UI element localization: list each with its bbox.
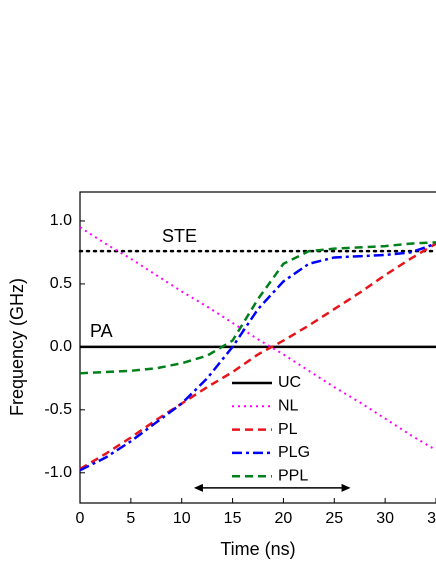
- y-tick-label: 0.5: [50, 275, 72, 292]
- x-tick-label: 5: [126, 510, 135, 527]
- y-axis-label: Frequency (GHz): [7, 278, 27, 416]
- y-tick-label: 1.0: [50, 212, 72, 229]
- legend-label: PPL: [278, 467, 308, 484]
- x-axis-label: Time (ns): [220, 539, 295, 559]
- series-line: [79, 226, 436, 451]
- x-tick-label: 25: [325, 510, 343, 527]
- x-tick-label: 30: [376, 510, 394, 527]
- series-line: [79, 242, 436, 471]
- y-tick-label: -1.0: [44, 464, 72, 481]
- series-line: [79, 241, 436, 375]
- y-tick-label: -0.5: [44, 401, 72, 418]
- x-tick-label: 20: [275, 510, 293, 527]
- x-tick-label: 35: [427, 510, 436, 527]
- legend-label: NL: [278, 398, 299, 415]
- annotation: STE: [162, 226, 197, 246]
- annotation: PA: [90, 321, 113, 341]
- series-line: [79, 242, 436, 472]
- x-tick-label: 0: [76, 510, 85, 527]
- legend-label: PLG: [278, 444, 310, 461]
- legend-label: PL: [278, 421, 298, 438]
- y-tick-label: 0.0: [50, 338, 72, 355]
- legend-label: UC: [278, 374, 301, 391]
- x-tick-label: 10: [173, 510, 191, 527]
- x-tick-label: 15: [224, 510, 242, 527]
